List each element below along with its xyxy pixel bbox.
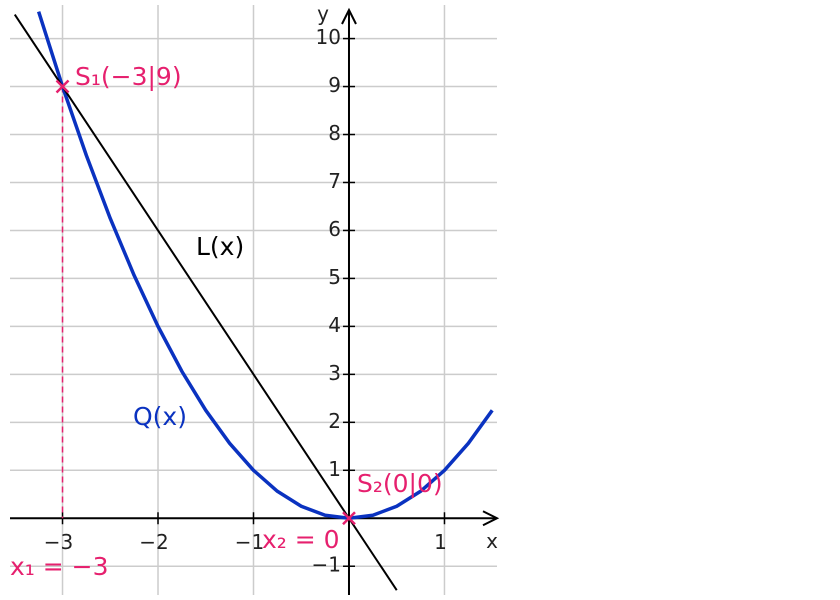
series-label: Q(x) xyxy=(133,402,187,431)
intersection-mark xyxy=(342,511,356,526)
x-tick-label: 1 xyxy=(434,530,447,554)
y-tick-label: 4 xyxy=(328,313,341,337)
y-tick-label: 10 xyxy=(316,25,341,49)
y-axis-label: y xyxy=(317,2,329,26)
y-tick-label: 5 xyxy=(328,265,341,289)
solution-label: x₂ = 0 xyxy=(262,525,340,554)
series-line xyxy=(36,11,494,521)
y-tick-label: 9 xyxy=(328,73,341,97)
y-tick-label: 1 xyxy=(328,457,341,481)
y-tick-label: 6 xyxy=(328,217,341,241)
intersection-mark xyxy=(55,79,70,94)
solution-label: x₁ = −3 xyxy=(10,552,109,581)
x-tick-label: −1 xyxy=(235,530,264,554)
y-tick-label: 3 xyxy=(328,361,341,385)
x-arrow xyxy=(482,510,500,527)
point-label: S₁(−3|9) xyxy=(75,62,182,91)
series-line xyxy=(13,14,398,591)
y-arrow xyxy=(341,7,357,25)
point-label: S₂(0|0) xyxy=(357,469,443,498)
y-tick-label: 8 xyxy=(328,121,341,145)
x-tick-label: −3 xyxy=(44,530,73,554)
x-axis-label: x xyxy=(486,529,498,553)
series-label: L(x) xyxy=(196,232,244,261)
y-tick-label: −1 xyxy=(312,553,341,577)
x-tick-label: −2 xyxy=(139,530,168,554)
y-tick-label: 7 xyxy=(328,169,341,193)
y-tick-label: 2 xyxy=(328,409,341,433)
